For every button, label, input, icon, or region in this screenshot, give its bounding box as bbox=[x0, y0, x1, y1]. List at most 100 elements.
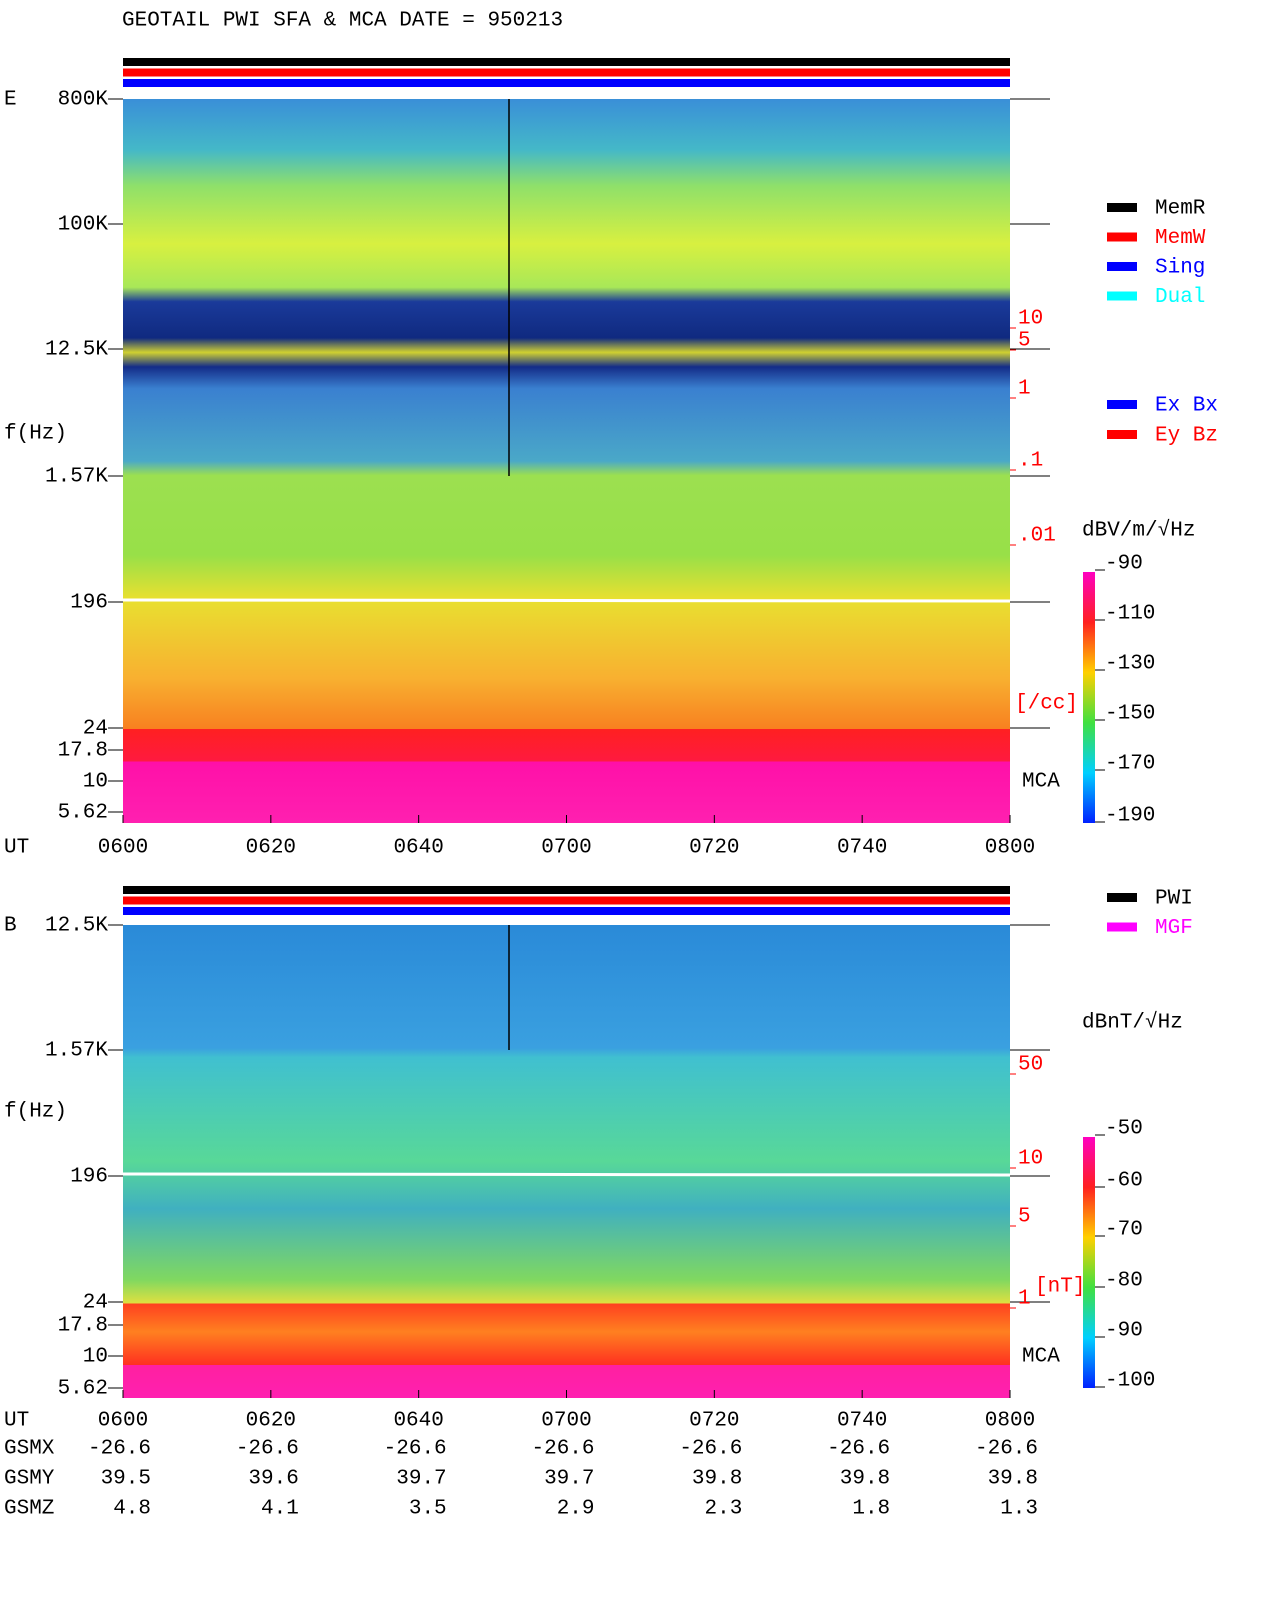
time-tick-label: 0640 bbox=[393, 1410, 443, 1433]
colorbar-tick-label: -130 bbox=[1105, 653, 1155, 676]
density-tick-label: 1 bbox=[1018, 1288, 1031, 1311]
freq-tick-label: 17.8 bbox=[58, 740, 108, 763]
freq-tick-label: 10 bbox=[83, 1346, 108, 1369]
legend-label: Ex Bx bbox=[1155, 395, 1218, 418]
time-label: UT bbox=[4, 837, 29, 860]
colorbar-tick-label: -90 bbox=[1105, 553, 1143, 576]
time-tick-label: 0700 bbox=[541, 837, 591, 860]
freq-tick-label: 5.62 bbox=[58, 1378, 108, 1401]
status-bar bbox=[123, 886, 1010, 894]
status-bar bbox=[123, 58, 1010, 66]
colorbar-tick-label: -70 bbox=[1105, 1219, 1143, 1242]
time-tick-label: 0620 bbox=[246, 837, 296, 860]
fce-trace bbox=[122, 1172, 1011, 1177]
orbit-value: -26.6 bbox=[827, 1438, 890, 1461]
orbit-value: 39.7 bbox=[396, 1468, 446, 1491]
spectrogram bbox=[123, 925, 1010, 1398]
colorbar-tick-label: -60 bbox=[1105, 1170, 1143, 1193]
time-tick-label: 0600 bbox=[98, 1410, 148, 1433]
colorbar-tick-label: -90 bbox=[1105, 1320, 1143, 1343]
time-tick-label: 0740 bbox=[837, 1410, 887, 1433]
time-tick-label: 0800 bbox=[985, 1410, 1035, 1433]
legend-label: Dual bbox=[1155, 286, 1205, 309]
colorbar-tick-label: -50 bbox=[1105, 1118, 1143, 1141]
orbit-label: GSMX bbox=[4, 1438, 55, 1461]
y-axis-label: f(Hz) bbox=[4, 423, 67, 446]
legend-swatch bbox=[1107, 922, 1137, 932]
freq-tick-label: 24 bbox=[83, 1292, 108, 1315]
density-tick-label: .01 bbox=[1018, 525, 1056, 548]
colorbar bbox=[1083, 1137, 1095, 1388]
orbit-value: 4.1 bbox=[261, 1498, 299, 1521]
fce-trace bbox=[122, 598, 1011, 603]
legend-label: MGF bbox=[1155, 917, 1193, 940]
density-unit: [/cc] bbox=[1015, 693, 1078, 716]
density-tick-label: 50 bbox=[1018, 1054, 1043, 1077]
colorbar-unit: dBV/m/√Hz bbox=[1082, 519, 1195, 543]
orbit-value: 2.9 bbox=[557, 1498, 595, 1521]
freq-tick-label: 24 bbox=[83, 718, 108, 741]
freq-tick-label: 5.62 bbox=[58, 802, 108, 825]
legend-label: PWI bbox=[1155, 888, 1193, 911]
freq-tick-label: 196 bbox=[70, 1166, 108, 1189]
y-axis-label: f(Hz) bbox=[4, 1101, 67, 1124]
orbit-value: 4.8 bbox=[113, 1498, 151, 1521]
orbit-label: GSMZ bbox=[4, 1498, 54, 1521]
orbit-value: 1.3 bbox=[1000, 1498, 1038, 1521]
orbit-value: -26.6 bbox=[531, 1438, 594, 1461]
orbit-value: -26.6 bbox=[384, 1438, 447, 1461]
status-bar bbox=[123, 68, 1010, 77]
orbit-value: 39.8 bbox=[840, 1468, 890, 1491]
legend-swatch bbox=[1107, 232, 1137, 242]
status-bar bbox=[123, 907, 1010, 915]
colorbar-tick-label: -110 bbox=[1105, 603, 1155, 626]
freq-tick-label: 196 bbox=[70, 592, 108, 615]
orbit-value: 1.8 bbox=[852, 1498, 890, 1521]
time-tick-label: 0800 bbox=[985, 837, 1035, 860]
orbit-label: GSMY bbox=[4, 1468, 55, 1491]
legend-swatch bbox=[1107, 203, 1137, 212]
freq-tick-label: 12.5K bbox=[45, 915, 108, 938]
freq-tick-label: 1.57K bbox=[45, 466, 108, 489]
colorbar-tick-label: -190 bbox=[1105, 805, 1155, 828]
orbit-value: 39.7 bbox=[544, 1468, 594, 1491]
panel-label: E bbox=[4, 89, 17, 112]
density-tick-label: 5 bbox=[1018, 330, 1031, 353]
status-bar bbox=[123, 79, 1010, 87]
freq-tick-label: 100K bbox=[58, 214, 109, 237]
density-unit: [nT] bbox=[1035, 1276, 1085, 1299]
orbit-value: -26.6 bbox=[975, 1438, 1038, 1461]
colorbar-tick-label: -100 bbox=[1105, 1370, 1155, 1393]
colorbar-unit: dBnT/√Hz bbox=[1082, 1011, 1183, 1035]
time-tick-label: 0600 bbox=[98, 837, 148, 860]
freq-tick-label: 800K bbox=[58, 89, 109, 112]
panel-label: B bbox=[4, 915, 17, 938]
orbit-value: 39.8 bbox=[692, 1468, 742, 1491]
orbit-value: 39.6 bbox=[248, 1468, 298, 1491]
title: GEOTAIL PWI SFA & MCA DATE = 950213 bbox=[122, 10, 563, 33]
density-tick-label: 10 bbox=[1018, 308, 1043, 331]
density-tick-label: 1 bbox=[1018, 378, 1031, 401]
spectrogram bbox=[123, 99, 1010, 823]
time-tick-label: 0740 bbox=[837, 837, 887, 860]
legend-swatch bbox=[1107, 262, 1137, 271]
orbit-value: 39.8 bbox=[988, 1468, 1038, 1491]
colorbar-tick-label: -80 bbox=[1105, 1270, 1143, 1293]
colorbar-tick-label: -170 bbox=[1105, 753, 1155, 776]
time-tick-label: 0640 bbox=[393, 837, 443, 860]
legend-swatch bbox=[1107, 400, 1137, 409]
density-tick-label: .1 bbox=[1018, 450, 1043, 473]
time-tick-label: 0720 bbox=[689, 837, 739, 860]
legend-label: Ey Bz bbox=[1155, 425, 1218, 448]
colorbar-tick-label: -150 bbox=[1105, 703, 1155, 726]
legend-swatch bbox=[1107, 893, 1137, 902]
legend-label: Sing bbox=[1155, 257, 1205, 280]
orbit-value: -26.6 bbox=[236, 1438, 299, 1461]
time-tick-label: 0700 bbox=[541, 1410, 591, 1433]
legend-swatch bbox=[1107, 291, 1137, 301]
status-bar bbox=[123, 896, 1010, 905]
time-label: UT bbox=[4, 1410, 29, 1433]
freq-tick-label: 12.5K bbox=[45, 339, 108, 362]
freq-tick-label: 17.8 bbox=[58, 1315, 108, 1338]
